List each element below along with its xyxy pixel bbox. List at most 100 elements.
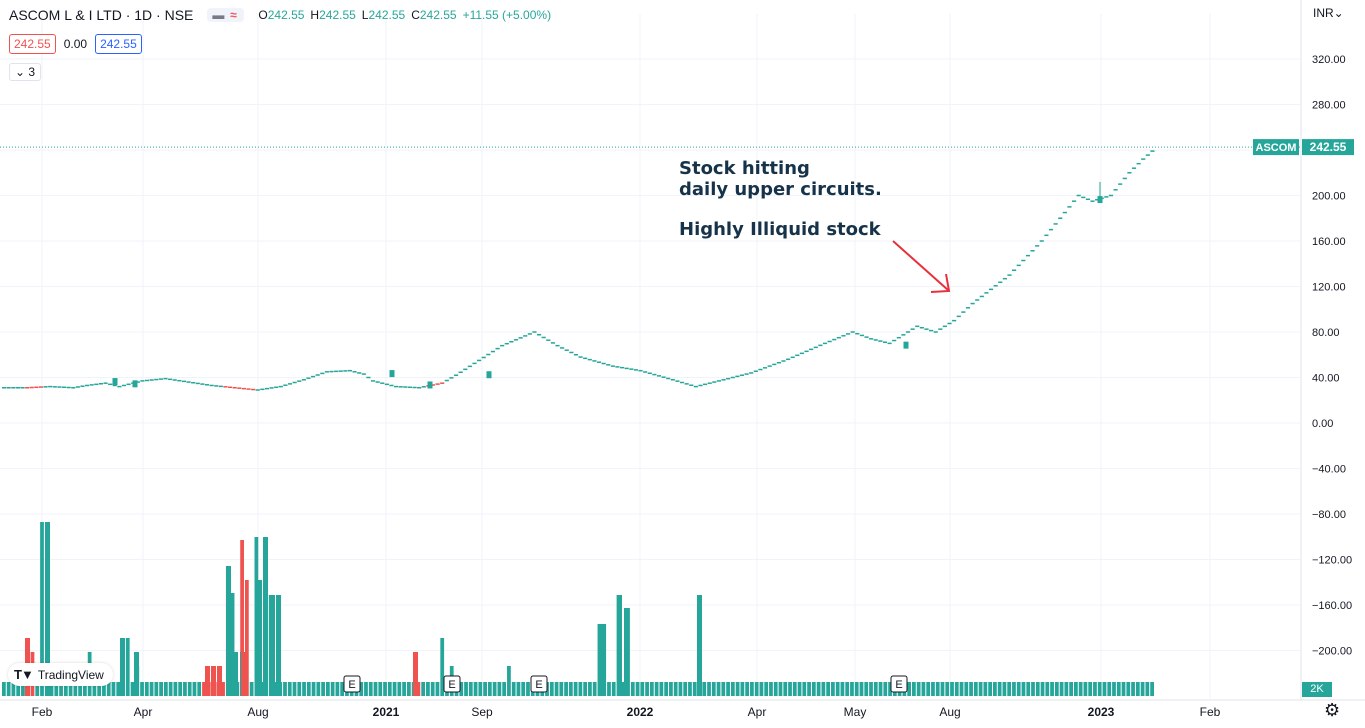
volume-bar <box>63 682 68 696</box>
volume-bar <box>221 682 225 696</box>
volume-bar <box>273 682 278 696</box>
volume-bar <box>492 682 497 696</box>
volume-bar <box>630 682 635 696</box>
volume-bar <box>416 682 421 696</box>
volume-bar <box>483 682 487 696</box>
volume-bar <box>11 682 16 696</box>
wave-icon[interactable]: ≈ <box>230 8 237 22</box>
volume-bar <box>1026 682 1031 696</box>
volume-bar <box>1040 682 1045 696</box>
volume-bar <box>669 682 673 696</box>
volume-bar <box>549 682 554 696</box>
y-tick-label: 160.00 <box>1312 236 1346 248</box>
volume-bar <box>859 682 864 696</box>
symbol-title[interactable]: ASCOM L & I LTD · 1D · NSE <box>9 7 194 23</box>
volume-bar <box>306 682 311 696</box>
x-tick-label: 2023 <box>1088 705 1115 719</box>
volume-bar <box>617 595 622 696</box>
symbol-label-bg <box>1253 139 1299 156</box>
volume-bar <box>588 682 592 696</box>
volume-bar <box>640 682 645 696</box>
x-tick-label: 2022 <box>627 705 654 719</box>
volume-bar <box>340 682 345 696</box>
volume-bar <box>426 682 430 696</box>
volume-bar <box>1121 682 1126 696</box>
tradingview-logo[interactable]: T▼ TradingView <box>8 663 113 686</box>
volume-bar <box>978 682 983 696</box>
x-tick-label: May <box>844 705 867 719</box>
volume-bar <box>1135 682 1140 696</box>
volume-bar <box>649 682 654 696</box>
volume-bar <box>302 682 306 696</box>
volume-bar <box>954 682 959 696</box>
x-tick-label: Aug <box>939 705 960 719</box>
eye-icon[interactable]: ▬ <box>212 8 225 22</box>
volume-bar <box>702 682 707 696</box>
volume-bar <box>873 682 878 696</box>
legend-icons[interactable]: ▬ ≈ <box>207 8 245 22</box>
volume-bar <box>869 682 873 696</box>
volume-bar <box>888 682 892 696</box>
volume-bar <box>21 682 25 696</box>
volume-bar <box>440 638 445 696</box>
indicator-count: 3 <box>28 65 36 79</box>
volume-bar <box>240 540 244 696</box>
tradingview-logo-icon: T▼ <box>14 667 34 682</box>
volume-bar <box>373 682 378 696</box>
volume-bar <box>421 682 426 696</box>
volume-bar <box>754 682 759 696</box>
buy-button[interactable]: 242.55 <box>95 34 142 54</box>
volume-bar <box>950 682 954 696</box>
volume-bar <box>711 682 716 696</box>
volume-bar <box>521 682 526 696</box>
volume-bar <box>645 682 649 696</box>
volume-bar <box>826 682 831 696</box>
volume-bar <box>321 682 325 696</box>
volume-bar <box>73 682 78 696</box>
volume-bar <box>92 682 97 696</box>
volume-bar <box>364 682 368 696</box>
volume-bar <box>283 682 287 696</box>
order-buttons: 242.55 0.00 242.55 <box>9 34 142 54</box>
volume-bar <box>811 682 816 696</box>
volume-bar <box>511 682 516 696</box>
volume-bar <box>673 682 678 696</box>
volume-bar <box>249 682 254 696</box>
volume-bar <box>926 682 931 696</box>
volume-bar <box>964 682 969 696</box>
currency-selector[interactable]: INR⌄ <box>1313 6 1344 20</box>
volume-bar <box>1031 682 1035 696</box>
volume-bar <box>797 682 802 696</box>
volume-bar <box>921 682 926 696</box>
volume-bar <box>835 682 840 696</box>
volume-bar <box>1112 682 1116 696</box>
volume-bar <box>788 682 792 696</box>
volume-bar <box>659 682 664 696</box>
volume-bar <box>916 682 921 696</box>
volume-bar <box>750 682 754 696</box>
tradingview-logo-text: TradingView <box>37 667 104 682</box>
annotation-arrow-head <box>930 273 951 293</box>
gear-icon[interactable]: ⚙ <box>1324 700 1341 720</box>
sell-button[interactable]: 242.55 <box>9 34 56 54</box>
volume-scale-label: 2K <box>1302 682 1332 697</box>
volume-bar <box>134 652 139 696</box>
ohlc-values: O242.55 H242.55 L242.55 C242.55 +11.55 (+5.0… <box>258 8 552 22</box>
volume-bar <box>1088 682 1093 696</box>
low-value: 242.55 <box>368 8 406 22</box>
volume-bar <box>807 682 811 696</box>
volume-bar <box>125 638 130 696</box>
volume-bar <box>276 595 281 696</box>
x-tick-label: 2021 <box>373 705 400 719</box>
volume-bar <box>664 682 669 696</box>
volume-bar <box>864 682 869 696</box>
indicators-toggle[interactable]: ⌄ 3 <box>9 63 42 81</box>
volume-bar <box>106 682 111 696</box>
volume-bar <box>82 682 87 696</box>
volume-bar <box>1007 682 1012 696</box>
volume-bar <box>959 682 964 696</box>
y-tick-label: −40.00 <box>1312 464 1346 476</box>
volume-bar <box>254 537 259 696</box>
volume-bar <box>97 682 102 696</box>
